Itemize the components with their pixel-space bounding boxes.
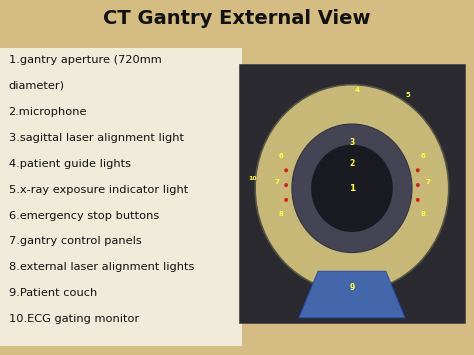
Text: 5.x-ray exposure indicator light: 5.x-ray exposure indicator light: [9, 185, 188, 195]
Text: 7.gantry control panels: 7.gantry control panels: [9, 236, 141, 246]
Text: 3.sagittal laser alignment light: 3.sagittal laser alignment light: [9, 133, 183, 143]
Text: 7: 7: [425, 179, 430, 185]
Text: 10: 10: [248, 176, 257, 181]
Text: diameter): diameter): [9, 81, 64, 91]
Text: 3: 3: [349, 137, 355, 147]
Text: 6: 6: [420, 153, 425, 159]
Text: 9: 9: [349, 283, 355, 292]
Text: 9.Patient couch: 9.Patient couch: [9, 288, 97, 298]
Text: 4: 4: [354, 87, 359, 93]
Ellipse shape: [284, 198, 288, 202]
Text: 10.ECG gating monitor: 10.ECG gating monitor: [9, 314, 139, 324]
FancyBboxPatch shape: [0, 48, 242, 346]
Text: 6.emergency stop buttons: 6.emergency stop buttons: [9, 211, 159, 220]
Text: 1.gantry aperture (720mm: 1.gantry aperture (720mm: [9, 55, 161, 65]
Ellipse shape: [284, 168, 288, 173]
Text: 5: 5: [406, 92, 410, 98]
Ellipse shape: [255, 84, 449, 292]
Ellipse shape: [416, 183, 419, 187]
Polygon shape: [299, 271, 405, 318]
Text: 8: 8: [279, 211, 284, 217]
Text: 8: 8: [420, 211, 425, 217]
FancyBboxPatch shape: [239, 64, 465, 323]
Ellipse shape: [416, 198, 419, 202]
Text: 8.external laser alignment lights: 8.external laser alignment lights: [9, 262, 194, 272]
Text: 4.patient guide lights: 4.patient guide lights: [9, 159, 130, 169]
Ellipse shape: [416, 168, 419, 173]
Text: 7: 7: [274, 179, 279, 185]
Text: 2: 2: [349, 159, 355, 168]
Text: CT Gantry External View: CT Gantry External View: [103, 9, 371, 28]
Text: 6: 6: [279, 153, 283, 159]
Text: 2.microphone: 2.microphone: [9, 107, 87, 117]
Ellipse shape: [311, 144, 393, 232]
Ellipse shape: [292, 124, 412, 252]
Text: 1: 1: [349, 184, 355, 193]
Ellipse shape: [284, 183, 288, 187]
